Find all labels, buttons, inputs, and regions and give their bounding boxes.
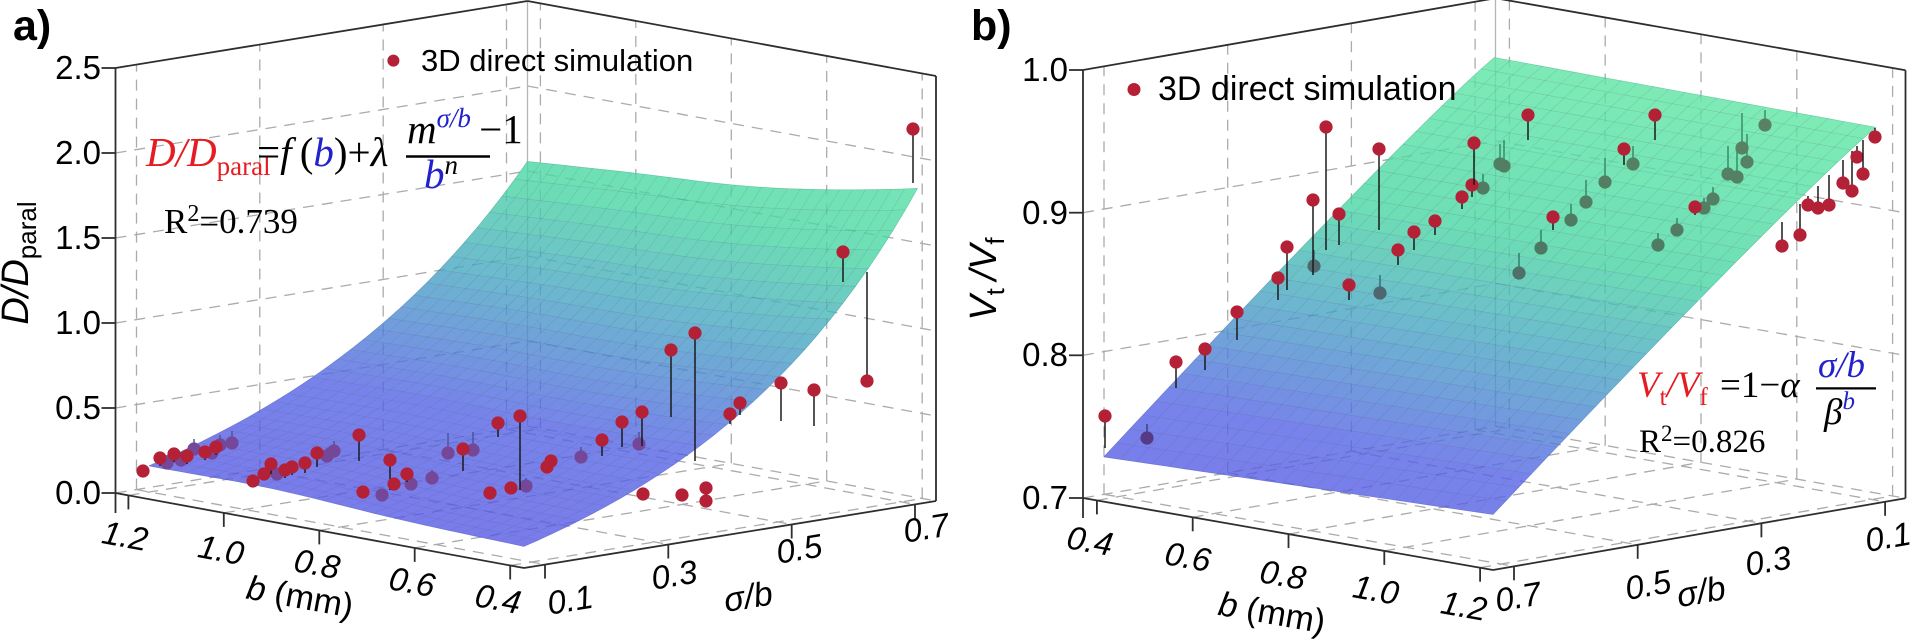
svg-text:0.4: 0.4	[472, 576, 524, 621]
svg-text:0.8: 0.8	[291, 541, 343, 586]
svg-text:0.9: 0.9	[1022, 194, 1068, 231]
svg-text:0.6: 0.6	[386, 559, 438, 604]
svg-text:0.0: 0.0	[55, 474, 101, 511]
svg-text:1.2: 1.2	[1438, 583, 1490, 627]
svg-text:=1−α: =1−α	[1720, 365, 1801, 406]
svg-text:=f (b)+λ: =f (b)+λ	[257, 129, 388, 175]
svg-text:0.8: 0.8	[1022, 336, 1068, 373]
svg-text:3D direct simulation: 3D direct simulation	[421, 43, 693, 78]
svg-text:0.5: 0.5	[55, 389, 101, 426]
svg-text:a): a)	[13, 2, 51, 50]
svg-text:0.5: 0.5	[1622, 562, 1674, 606]
svg-text:σ/b: σ/b	[1818, 345, 1865, 386]
svg-text:1.0: 1.0	[195, 527, 247, 572]
svg-text:Vt /Vf: Vt /Vf	[963, 237, 1010, 321]
svg-text:0.3: 0.3	[1742, 538, 1794, 582]
svg-text:1.0: 1.0	[1022, 51, 1068, 88]
svg-text:0.7: 0.7	[901, 505, 954, 549]
svg-text:R2=0.739: R2=0.739	[164, 201, 298, 241]
svg-text:b): b)	[971, 2, 1012, 50]
svg-text:1.2: 1.2	[99, 513, 151, 558]
svg-text:0.7: 0.7	[1022, 479, 1068, 516]
svg-text:0.7: 0.7	[1492, 574, 1545, 619]
svg-text:2.0: 2.0	[55, 134, 101, 171]
svg-text:2.5: 2.5	[55, 49, 101, 86]
svg-text:0.6: 0.6	[1162, 534, 1214, 579]
svg-text:3D direct simulation: 3D direct simulation	[1158, 70, 1457, 108]
svg-text:σ/b: σ/b	[721, 574, 775, 619]
svg-text:0.3: 0.3	[649, 553, 701, 597]
svg-text:0.1: 0.1	[1862, 515, 1914, 559]
svg-text:Vt/Vf: Vt/Vf	[1637, 365, 1708, 411]
svg-text:1.0: 1.0	[1350, 567, 1402, 612]
svg-text:0.1: 0.1	[545, 578, 596, 622]
svg-text:1.5: 1.5	[55, 219, 101, 256]
svg-text:0.4: 0.4	[1064, 518, 1116, 562]
svg-text:0.8: 0.8	[1257, 552, 1309, 597]
svg-text:σ/b: σ/b	[1674, 569, 1729, 615]
svg-text:0.5: 0.5	[774, 527, 826, 571]
svg-text:1.0: 1.0	[55, 304, 101, 341]
svg-text:R2=0.826: R2=0.826	[1639, 421, 1765, 460]
